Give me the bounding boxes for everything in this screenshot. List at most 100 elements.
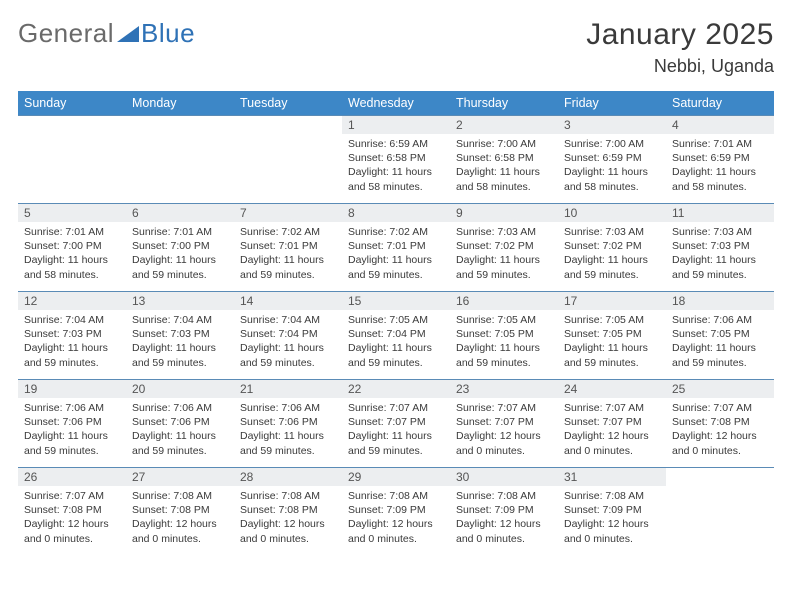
calendar-row: 1Sunrise: 6:59 AMSunset: 6:58 PMDaylight… xyxy=(18,116,774,204)
day-details: Sunrise: 7:01 AMSunset: 7:00 PMDaylight:… xyxy=(126,222,234,286)
page-subtitle: Nebbi, Uganda xyxy=(586,56,774,77)
day-number: 10 xyxy=(558,204,666,222)
calendar-cell: 10Sunrise: 7:03 AMSunset: 7:02 PMDayligh… xyxy=(558,204,666,292)
calendar-cell: 20Sunrise: 7:06 AMSunset: 7:06 PMDayligh… xyxy=(126,380,234,468)
day-details: Sunrise: 7:07 AMSunset: 7:08 PMDaylight:… xyxy=(18,486,126,550)
logo: General Blue xyxy=(18,18,195,49)
calendar-cell xyxy=(18,116,126,204)
calendar-cell: 2Sunrise: 7:00 AMSunset: 6:58 PMDaylight… xyxy=(450,116,558,204)
day-number: 8 xyxy=(342,204,450,222)
day-details: Sunrise: 7:07 AMSunset: 7:07 PMDaylight:… xyxy=(342,398,450,462)
day-details: Sunrise: 7:04 AMSunset: 7:04 PMDaylight:… xyxy=(234,310,342,374)
day-details: Sunrise: 7:08 AMSunset: 7:09 PMDaylight:… xyxy=(450,486,558,550)
weekday-header: Tuesday xyxy=(234,91,342,116)
day-details: Sunrise: 7:01 AMSunset: 7:00 PMDaylight:… xyxy=(18,222,126,286)
calendar-cell: 27Sunrise: 7:08 AMSunset: 7:08 PMDayligh… xyxy=(126,468,234,556)
calendar-cell: 1Sunrise: 6:59 AMSunset: 6:58 PMDaylight… xyxy=(342,116,450,204)
calendar-cell: 8Sunrise: 7:02 AMSunset: 7:01 PMDaylight… xyxy=(342,204,450,292)
day-number: 4 xyxy=(666,116,774,134)
day-number: 9 xyxy=(450,204,558,222)
day-number: 20 xyxy=(126,380,234,398)
logo-triangle-icon xyxy=(117,18,139,49)
day-details: Sunrise: 7:04 AMSunset: 7:03 PMDaylight:… xyxy=(18,310,126,374)
day-details: Sunrise: 7:08 AMSunset: 7:08 PMDaylight:… xyxy=(126,486,234,550)
weekday-header-row: Sunday Monday Tuesday Wednesday Thursday… xyxy=(18,91,774,116)
day-details: Sunrise: 7:02 AMSunset: 7:01 PMDaylight:… xyxy=(342,222,450,286)
weekday-header: Thursday xyxy=(450,91,558,116)
day-number: 11 xyxy=(666,204,774,222)
calendar-cell: 21Sunrise: 7:06 AMSunset: 7:06 PMDayligh… xyxy=(234,380,342,468)
calendar-cell: 26Sunrise: 7:07 AMSunset: 7:08 PMDayligh… xyxy=(18,468,126,556)
calendar-row: 19Sunrise: 7:06 AMSunset: 7:06 PMDayligh… xyxy=(18,380,774,468)
day-details: Sunrise: 7:07 AMSunset: 7:07 PMDaylight:… xyxy=(450,398,558,462)
calendar-cell: 5Sunrise: 7:01 AMSunset: 7:00 PMDaylight… xyxy=(18,204,126,292)
title-block: January 2025 Nebbi, Uganda xyxy=(586,18,774,77)
day-number: 14 xyxy=(234,292,342,310)
calendar-cell: 18Sunrise: 7:06 AMSunset: 7:05 PMDayligh… xyxy=(666,292,774,380)
day-number: 23 xyxy=(450,380,558,398)
calendar-cell: 28Sunrise: 7:08 AMSunset: 7:08 PMDayligh… xyxy=(234,468,342,556)
day-number: 15 xyxy=(342,292,450,310)
day-number: 16 xyxy=(450,292,558,310)
day-details: Sunrise: 6:59 AMSunset: 6:58 PMDaylight:… xyxy=(342,134,450,198)
day-details: Sunrise: 7:03 AMSunset: 7:02 PMDaylight:… xyxy=(450,222,558,286)
weekday-header: Sunday xyxy=(18,91,126,116)
day-number: 21 xyxy=(234,380,342,398)
calendar-cell: 3Sunrise: 7:00 AMSunset: 6:59 PMDaylight… xyxy=(558,116,666,204)
calendar-cell: 7Sunrise: 7:02 AMSunset: 7:01 PMDaylight… xyxy=(234,204,342,292)
day-number: 24 xyxy=(558,380,666,398)
day-details: Sunrise: 7:02 AMSunset: 7:01 PMDaylight:… xyxy=(234,222,342,286)
day-number: 25 xyxy=(666,380,774,398)
day-number: 3 xyxy=(558,116,666,134)
day-details: Sunrise: 7:08 AMSunset: 7:09 PMDaylight:… xyxy=(558,486,666,550)
page-title: January 2025 xyxy=(586,18,774,52)
day-details: Sunrise: 7:06 AMSunset: 7:06 PMDaylight:… xyxy=(126,398,234,462)
day-number: 22 xyxy=(342,380,450,398)
calendar-cell xyxy=(126,116,234,204)
calendar-row: 5Sunrise: 7:01 AMSunset: 7:00 PMDaylight… xyxy=(18,204,774,292)
day-number: 19 xyxy=(18,380,126,398)
calendar-table: Sunday Monday Tuesday Wednesday Thursday… xyxy=(18,91,774,556)
day-details: Sunrise: 7:08 AMSunset: 7:08 PMDaylight:… xyxy=(234,486,342,550)
calendar-row: 26Sunrise: 7:07 AMSunset: 7:08 PMDayligh… xyxy=(18,468,774,556)
calendar-cell xyxy=(666,468,774,556)
calendar-cell: 29Sunrise: 7:08 AMSunset: 7:09 PMDayligh… xyxy=(342,468,450,556)
day-number: 29 xyxy=(342,468,450,486)
calendar-cell: 19Sunrise: 7:06 AMSunset: 7:06 PMDayligh… xyxy=(18,380,126,468)
day-details: Sunrise: 7:06 AMSunset: 7:06 PMDaylight:… xyxy=(18,398,126,462)
day-details: Sunrise: 7:05 AMSunset: 7:05 PMDaylight:… xyxy=(558,310,666,374)
day-details: Sunrise: 7:00 AMSunset: 6:59 PMDaylight:… xyxy=(558,134,666,198)
day-number: 12 xyxy=(18,292,126,310)
calendar-cell: 15Sunrise: 7:05 AMSunset: 7:04 PMDayligh… xyxy=(342,292,450,380)
weekday-header: Friday xyxy=(558,91,666,116)
day-details: Sunrise: 7:06 AMSunset: 7:05 PMDaylight:… xyxy=(666,310,774,374)
day-details: Sunrise: 7:05 AMSunset: 7:05 PMDaylight:… xyxy=(450,310,558,374)
calendar-cell: 6Sunrise: 7:01 AMSunset: 7:00 PMDaylight… xyxy=(126,204,234,292)
calendar-cell: 22Sunrise: 7:07 AMSunset: 7:07 PMDayligh… xyxy=(342,380,450,468)
logo-text-2: Blue xyxy=(141,18,195,49)
day-number: 5 xyxy=(18,204,126,222)
weekday-header: Wednesday xyxy=(342,91,450,116)
calendar-cell xyxy=(234,116,342,204)
day-details: Sunrise: 7:07 AMSunset: 7:08 PMDaylight:… xyxy=(666,398,774,462)
day-number: 30 xyxy=(450,468,558,486)
day-number: 17 xyxy=(558,292,666,310)
day-details: Sunrise: 7:07 AMSunset: 7:07 PMDaylight:… xyxy=(558,398,666,462)
calendar-cell: 4Sunrise: 7:01 AMSunset: 6:59 PMDaylight… xyxy=(666,116,774,204)
day-number: 26 xyxy=(18,468,126,486)
calendar-cell: 12Sunrise: 7:04 AMSunset: 7:03 PMDayligh… xyxy=(18,292,126,380)
calendar-row: 12Sunrise: 7:04 AMSunset: 7:03 PMDayligh… xyxy=(18,292,774,380)
calendar-cell: 9Sunrise: 7:03 AMSunset: 7:02 PMDaylight… xyxy=(450,204,558,292)
day-number: 27 xyxy=(126,468,234,486)
calendar-cell: 14Sunrise: 7:04 AMSunset: 7:04 PMDayligh… xyxy=(234,292,342,380)
day-number: 13 xyxy=(126,292,234,310)
calendar-cell: 31Sunrise: 7:08 AMSunset: 7:09 PMDayligh… xyxy=(558,468,666,556)
calendar-cell: 11Sunrise: 7:03 AMSunset: 7:03 PMDayligh… xyxy=(666,204,774,292)
weekday-header: Saturday xyxy=(666,91,774,116)
day-details: Sunrise: 7:05 AMSunset: 7:04 PMDaylight:… xyxy=(342,310,450,374)
day-details: Sunrise: 7:03 AMSunset: 7:02 PMDaylight:… xyxy=(558,222,666,286)
calendar-cell: 13Sunrise: 7:04 AMSunset: 7:03 PMDayligh… xyxy=(126,292,234,380)
weekday-header: Monday xyxy=(126,91,234,116)
calendar-cell: 16Sunrise: 7:05 AMSunset: 7:05 PMDayligh… xyxy=(450,292,558,380)
day-number: 2 xyxy=(450,116,558,134)
